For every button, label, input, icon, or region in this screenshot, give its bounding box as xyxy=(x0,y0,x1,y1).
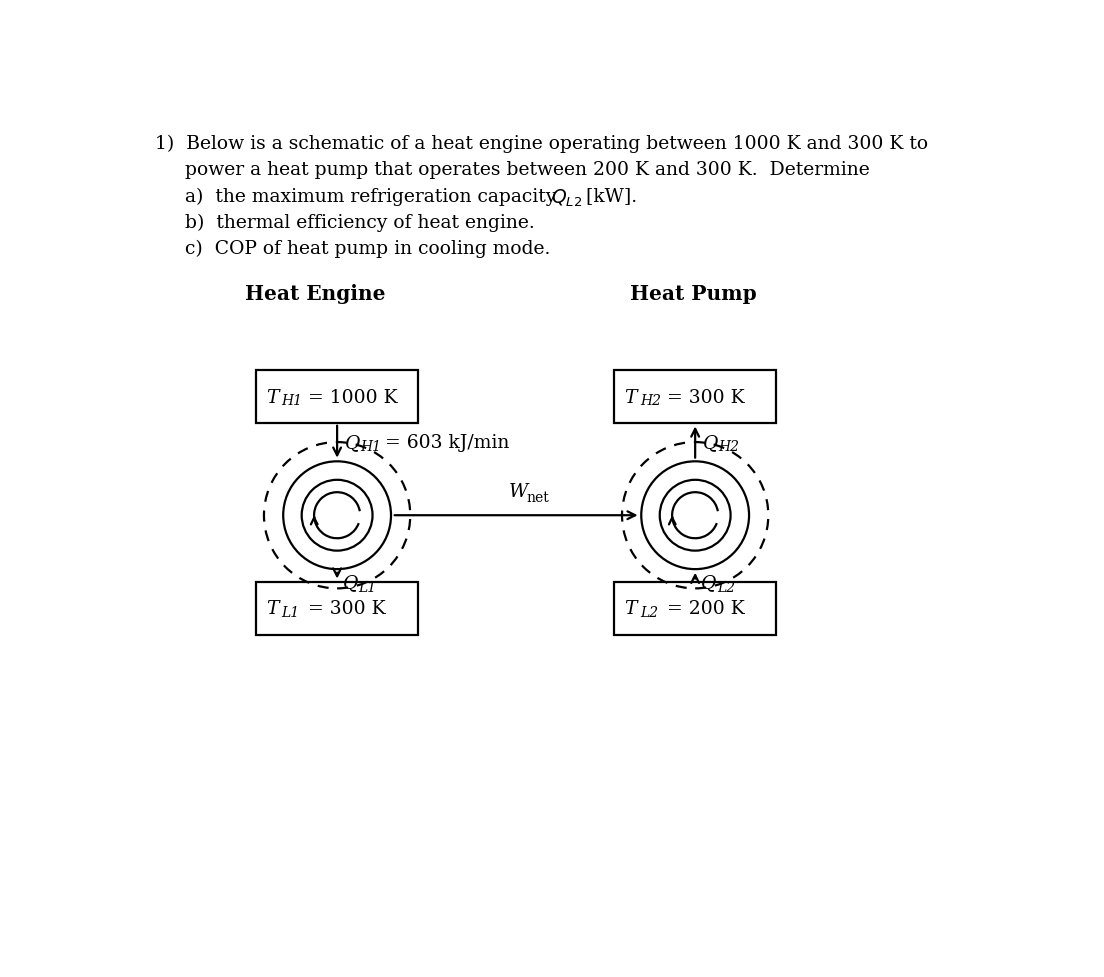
Text: power a heat pump that operates between 200 K and 300 K.  Determine: power a heat pump that operates between … xyxy=(155,161,869,179)
Text: T: T xyxy=(625,600,637,617)
Text: Q: Q xyxy=(344,433,360,451)
Text: L1: L1 xyxy=(359,580,376,594)
Text: W: W xyxy=(509,483,528,500)
Text: T: T xyxy=(266,388,279,406)
Text: b)  thermal efficiency of heat engine.: b) thermal efficiency of heat engine. xyxy=(155,213,534,232)
Text: 1)  Below is a schematic of a heat engine operating between 1000 K and 300 K to: 1) Below is a schematic of a heat engine… xyxy=(155,135,927,153)
Bar xyxy=(256,582,418,635)
Text: L1: L1 xyxy=(282,606,300,619)
Text: H2: H2 xyxy=(639,394,660,408)
Text: Q: Q xyxy=(701,573,716,592)
Text: Heat Engine: Heat Engine xyxy=(245,283,385,304)
Text: H1: H1 xyxy=(282,394,302,408)
Text: Q: Q xyxy=(343,573,359,592)
Text: [kW].: [kW]. xyxy=(581,188,637,205)
Bar xyxy=(614,582,776,635)
Text: = 1000 K: = 1000 K xyxy=(302,388,399,406)
Text: $Q_{L2}$: $Q_{L2}$ xyxy=(551,188,583,208)
Text: = 300 K: = 300 K xyxy=(660,388,744,406)
Text: c)  COP of heat pump in cooling mode.: c) COP of heat pump in cooling mode. xyxy=(155,239,550,258)
Text: = 200 K: = 200 K xyxy=(660,600,744,617)
Bar xyxy=(614,371,776,423)
Text: Q: Q xyxy=(703,433,719,451)
Text: = 300 K: = 300 K xyxy=(302,600,386,617)
Text: a)  the maximum refrigeration capacity: a) the maximum refrigeration capacity xyxy=(155,188,562,205)
Text: Heat Pump: Heat Pump xyxy=(629,283,756,304)
Text: L2: L2 xyxy=(639,606,658,619)
Text: net: net xyxy=(527,490,550,505)
Text: = 603 kJ/min: = 603 kJ/min xyxy=(380,433,510,451)
Text: T: T xyxy=(266,600,279,617)
Text: L2: L2 xyxy=(716,580,735,594)
Text: H1: H1 xyxy=(360,440,381,454)
Text: H2: H2 xyxy=(719,440,740,454)
Text: T: T xyxy=(625,388,637,406)
Bar xyxy=(256,371,418,423)
